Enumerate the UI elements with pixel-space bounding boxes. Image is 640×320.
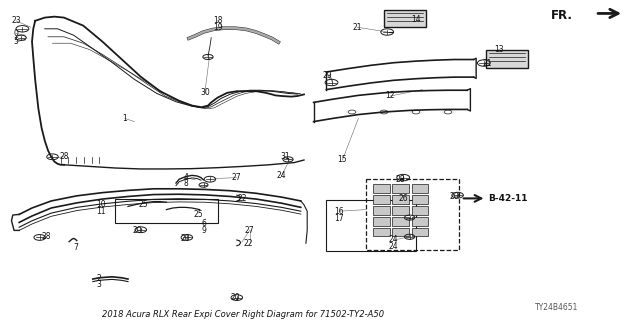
- Bar: [392, 184, 409, 193]
- Text: 11: 11: [97, 207, 106, 216]
- Bar: [373, 217, 390, 226]
- Text: 13: 13: [494, 45, 504, 54]
- Text: B-42-11: B-42-11: [488, 194, 528, 203]
- Bar: [115, 199, 218, 223]
- Text: 1: 1: [122, 114, 127, 123]
- Bar: [392, 228, 409, 236]
- Bar: [392, 217, 409, 226]
- Text: 20: 20: [180, 234, 191, 243]
- Text: 24: 24: [388, 236, 399, 244]
- Text: 20: 20: [230, 293, 241, 302]
- Text: 23: 23: [11, 16, 21, 25]
- Text: 28: 28: [42, 232, 51, 241]
- Text: 12: 12: [386, 92, 395, 100]
- Bar: [373, 184, 390, 193]
- Text: 29: 29: [323, 71, 333, 80]
- Text: 5: 5: [13, 37, 19, 46]
- Bar: [486, 50, 528, 68]
- Text: 15: 15: [337, 156, 348, 164]
- Text: 9: 9: [201, 226, 206, 235]
- Text: 6: 6: [201, 220, 206, 228]
- Text: 14: 14: [411, 15, 421, 24]
- Bar: [373, 206, 390, 215]
- Bar: [392, 206, 409, 215]
- Text: 25: 25: [138, 200, 148, 209]
- Text: 4: 4: [183, 173, 188, 182]
- Bar: [373, 228, 390, 236]
- Text: 30: 30: [200, 88, 210, 97]
- Bar: [326, 200, 416, 251]
- Text: 21: 21: [353, 23, 362, 32]
- Text: 7: 7: [73, 244, 78, 252]
- Text: 27: 27: [232, 173, 242, 182]
- Bar: [412, 228, 428, 236]
- Text: 26: 26: [398, 194, 408, 203]
- Text: 3: 3: [97, 280, 102, 289]
- Text: 28: 28: [60, 152, 68, 161]
- Text: 20: 20: [132, 226, 143, 235]
- Text: 17: 17: [334, 214, 344, 223]
- Text: 24: 24: [276, 172, 287, 180]
- Text: 2018 Acura RLX Rear Expi Cover Right Diagram for 71502-TY2-A50: 2018 Acura RLX Rear Expi Cover Right Dia…: [102, 310, 384, 319]
- Text: 25: 25: [193, 210, 204, 219]
- Bar: [373, 195, 390, 204]
- Text: 31: 31: [280, 152, 290, 161]
- Bar: [412, 184, 428, 193]
- Text: FR.: FR.: [551, 9, 573, 22]
- Text: 28: 28: [396, 175, 405, 184]
- Text: 22: 22: [244, 239, 253, 248]
- Text: 2: 2: [97, 274, 102, 283]
- Text: 20: 20: [449, 192, 460, 201]
- Text: 24: 24: [388, 242, 399, 251]
- Text: 10: 10: [96, 200, 106, 209]
- Text: 22: 22: [237, 194, 246, 203]
- Text: 21: 21: [483, 60, 492, 68]
- Bar: [412, 217, 428, 226]
- Text: TY24B4651: TY24B4651: [535, 303, 579, 312]
- Bar: [412, 206, 428, 215]
- Text: 27: 27: [244, 226, 255, 235]
- Text: 8: 8: [183, 180, 188, 188]
- Text: 16: 16: [334, 207, 344, 216]
- Text: 18: 18: [213, 16, 222, 25]
- Text: 0: 0: [13, 29, 19, 38]
- Bar: [366, 179, 459, 250]
- Bar: [392, 195, 409, 204]
- Bar: [384, 10, 426, 27]
- Bar: [412, 195, 428, 204]
- Text: 19: 19: [212, 23, 223, 32]
